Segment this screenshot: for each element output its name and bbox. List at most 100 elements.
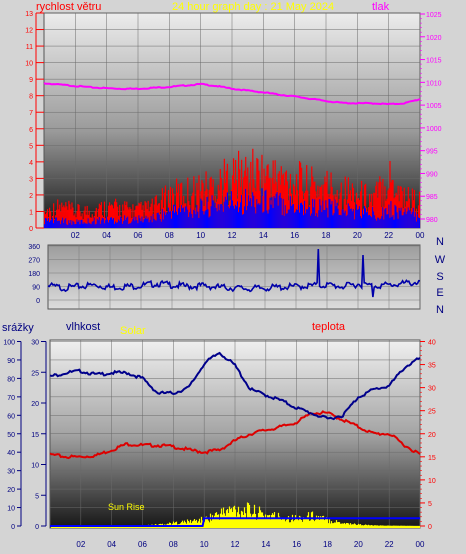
climate-time-tick-label: 04 [107,540,116,549]
climate-time-tick-label: 02 [76,540,85,549]
temperature-tick-label: 0 [428,524,432,531]
time-tick-label: 00 [416,231,425,240]
climate-time-tick-label: 16 [292,540,301,549]
wind-tick-label: 1 [29,209,33,216]
pressure-line [43,82,421,106]
rain-label: srážky [2,322,34,334]
wind-tick-label: 11 [26,44,33,51]
wind-tick-label: 13 [25,11,33,18]
climate-time-tick-label: 08 [169,540,178,549]
wind-speed-label: rychlost větru [36,1,101,13]
pressure-tick-label: 1020 [426,35,442,42]
pressure-tick-label: 1000 [426,126,442,133]
pressure-tick-label: 980 [426,217,438,224]
rain-tick-label: 100 [3,340,15,347]
time-tick-label: 08 [165,231,174,240]
pressure-axis: 980 985 990 995 1000 1005 1010 1015 1020 1025 [420,12,442,224]
temperature-tick-label: 40 [428,340,436,347]
climate-time-tick-label: 18 [323,540,332,549]
wind-tick-label: 2 [29,193,33,200]
wind-direction-axis: 0 90 180 270 360 [28,244,40,305]
humidity-tick-label: 10 [31,463,39,470]
solar-label: Solar [120,325,146,337]
wind-tick-label: 5 [29,143,33,150]
time-tick-label: 12 [228,231,237,240]
climate-time-tick-label: 14 [261,540,270,549]
time-tick-label: 14 [259,231,268,240]
climate-time-tick-label: 12 [231,540,240,549]
direction-tick-label: 90 [32,285,40,292]
rain-tick-label: 70 [7,395,15,402]
direction-tick-label: 270 [28,258,40,265]
pressure-tick-label: 990 [426,171,438,178]
time-tick-label: 02 [71,231,80,240]
wind-x-axis: 02 04 06 08 10 12 14 16 18 20 22 00 [71,231,425,240]
temperature-tick-label: 30 [428,386,436,393]
wind-direction-grid [48,245,421,309]
rain-tick-label: 80 [7,376,15,383]
climate-time-tick-label: 10 [200,540,209,549]
direction-tick-label: 360 [28,244,40,251]
pressure-tick-label: 1015 [426,58,442,65]
rain-tick-label: 60 [7,413,15,420]
time-tick-label: 18 [322,231,331,240]
climate-series [49,351,421,528]
rain-tick-label: 40 [7,450,15,457]
humidity-tick-label: 20 [31,401,39,408]
compass-label: S [436,271,443,283]
temperature-tick-label: 10 [428,478,436,485]
humidity-tick-label: 15 [31,432,39,439]
humidity-tick-label: 30 [31,340,39,347]
wind-direction-line [47,248,421,298]
wind-tick-label: 7 [29,110,33,117]
climate-time-tick-label: 00 [416,540,425,549]
temperature-tick-label: 20 [428,432,436,439]
temperature-axis: 0 5 10 15 20 25 30 35 40 [420,340,436,531]
climate-time-tick-label: 22 [385,540,394,549]
compass-label: E [436,287,443,299]
wind-tick-label: 9 [29,77,33,84]
climate-x-axis: 02 04 06 08 10 12 14 16 18 20 22 00 [76,540,425,549]
rain-tick-label: 30 [7,469,15,476]
climate-time-tick-label: 20 [354,540,363,549]
time-tick-label: 16 [290,231,299,240]
compass-label: N [436,236,444,248]
rain-line [50,517,420,527]
temperature-tick-label: 5 [428,501,432,508]
compass-label: N [436,304,444,316]
wind-tick-label: 12 [25,28,33,35]
rain-axis: 0 10 20 30 40 50 60 70 80 90 100 [3,340,22,531]
time-tick-label: 22 [384,231,393,240]
humidity-line [49,351,421,421]
compass-label: W [435,254,446,266]
rain-tick-label: 90 [7,358,15,365]
pressure-tick-label: 985 [426,194,438,201]
pressure-tick-label: 1005 [426,103,442,110]
chart-title: 24 hour graph day : 21 May 2024 [172,1,334,13]
pressure-label: tlak [372,1,390,13]
pressure-tick-label: 1010 [426,80,442,87]
humidity-axis: 0 5 10 15 20 25 30 [31,340,47,531]
rain-tick-label: 50 [7,432,15,439]
temperature-tick-label: 35 [428,363,436,370]
time-tick-label: 06 [134,231,143,240]
climate-time-tick-label: 06 [138,540,147,549]
temperature-tick-label: 25 [428,409,436,416]
rain-tick-label: 20 [7,487,15,494]
rain-tick-label: 0 [11,524,15,531]
direction-tick-label: 180 [28,271,40,278]
humidity-tick-label: 0 [35,524,39,531]
sunrise-annotation: Sun Rise [108,502,145,512]
pressure-tick-label: 1025 [426,12,442,19]
pressure-tick-label: 995 [426,149,438,156]
time-tick-label: 20 [353,231,362,240]
wind-tick-label: 6 [29,127,33,134]
wind-tick-label: 0 [29,226,33,233]
humidity-tick-label: 25 [31,370,39,377]
temperature-label: teplota [312,321,346,333]
wind-pressure-series [43,82,421,228]
temperature-line [49,410,421,460]
